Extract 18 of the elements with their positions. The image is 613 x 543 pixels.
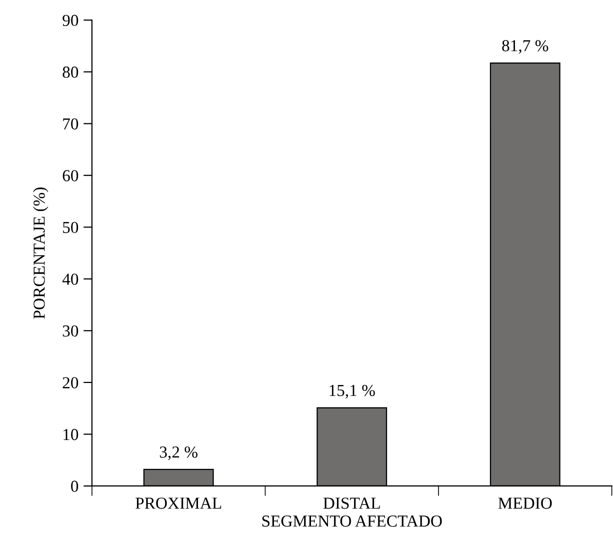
x-tick-label: DISTAL — [323, 498, 380, 509]
y-tick-label: 50 — [63, 222, 78, 234]
y-tick-label: 60 — [62, 170, 78, 182]
data-label: 3,2 % — [160, 446, 198, 460]
data-label: 15,1 % — [330, 384, 375, 398]
data-label: 81,7 % — [502, 40, 548, 54]
y-tick-label: 20 — [62, 377, 78, 388]
y-tick-label: 80 — [62, 66, 78, 78]
y-tick-label: 90 — [62, 14, 78, 26]
y-tick-label: 10 — [64, 428, 78, 440]
x-tick-label: MEDIO — [498, 498, 552, 509]
y-axis-title: PORCENTAJE (%) — [33, 188, 48, 319]
y-tick-label: 0 — [71, 480, 78, 492]
y-tick-label: 70 — [63, 118, 78, 130]
x-tick-label: PROXIMAL — [136, 498, 222, 509]
y-tick-label: 30 — [62, 325, 78, 337]
y-tick-label: 40 — [62, 274, 78, 285]
x-axis-title: SEGMENTO AFECTADO — [262, 516, 442, 527]
